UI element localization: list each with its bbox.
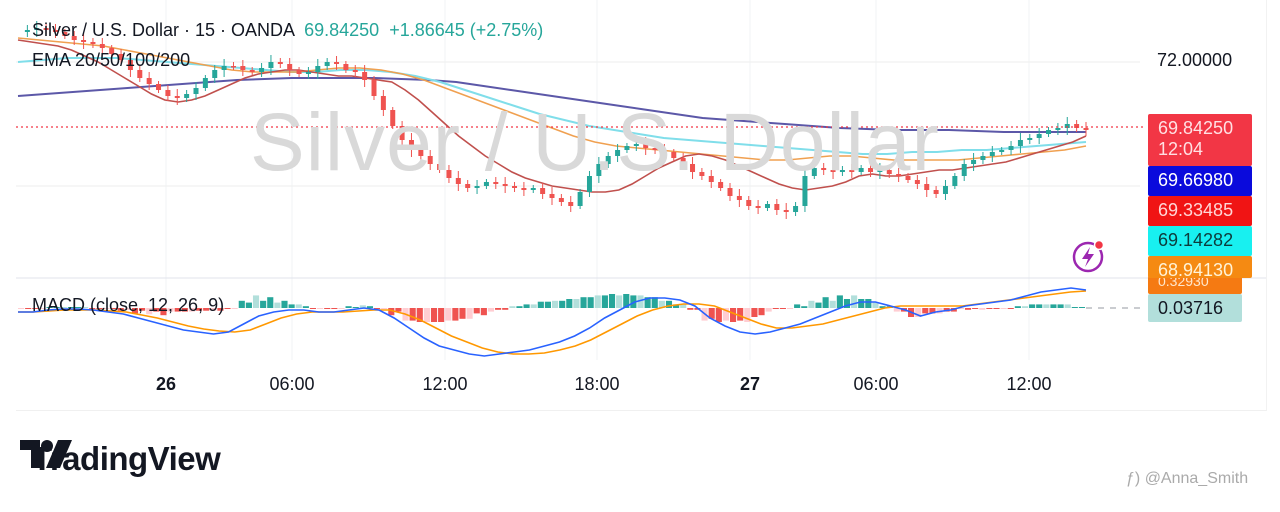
time-tick-label: 06:00 (269, 374, 315, 394)
ema-legend[interactable]: EMA 20/50/100/200 (32, 50, 191, 70)
symbol-legend[interactable]: Silver / U.S. Dollar · 15 · OANDA 69.842… (32, 20, 543, 41)
price-tag-last-price: 69.84250 12:04 (1148, 114, 1252, 166)
price-tag-ema-100: 69.14282 (1148, 226, 1252, 256)
author-credit: ƒ) @Anna_Smith (1126, 470, 1248, 488)
time-tick-label: 06:00 (853, 374, 899, 394)
bar-countdown: 12:04 (1158, 139, 1204, 159)
price-tag-value: 69.84250 (1158, 118, 1234, 138)
lightning-alert-icon[interactable] (1070, 238, 1106, 274)
chart-canvas[interactable] (16, 0, 1266, 410)
price-tag-value: 69.14282 (1158, 230, 1234, 250)
time-tick-label: 18:00 (574, 374, 620, 394)
author-handle: @Anna_Smith (1144, 470, 1249, 487)
price-tag-value: 69.33485 (1158, 200, 1234, 220)
price-tag-macd-signal: 0.32930 (1148, 276, 1242, 294)
symbol-watermark: Silver / U.S. Dollar (250, 97, 940, 188)
price-tag-ema-200: 69.66980 (1148, 166, 1252, 196)
time-tick-label: 12:00 (422, 374, 468, 394)
chart-frame[interactable] (16, 0, 1267, 411)
tradingview-logo: TradingView (20, 440, 221, 478)
price-tag-value: 68.94130 (1158, 260, 1234, 280)
tradingview-mark-icon (20, 440, 72, 468)
weibo-icon: ƒ) (1126, 470, 1141, 487)
price-change: +1.86645 (+2.75%) (389, 20, 544, 40)
symbol-title: Silver / U.S. Dollar · 15 · OANDA (32, 20, 295, 40)
price-axis-label-72: 72.00000 (1157, 50, 1233, 70)
last-price: 69.84250 (304, 20, 380, 40)
macd-legend[interactable]: MACD (close, 12, 26, 9) (32, 295, 225, 315)
price-tag-value: 69.66980 (1158, 170, 1234, 190)
price-tag-value: 0.03716 (1158, 298, 1224, 318)
time-tick-label: 12:00 (1006, 374, 1052, 394)
price-tag-macd-hist: 0.03716 (1148, 294, 1242, 322)
time-tick-label: 27 (739, 374, 761, 394)
price-tag-value: 0.32930 (1158, 276, 1209, 289)
time-tick-label: 26 (155, 374, 177, 394)
price-tag-ema-50: 68.94130 (1148, 256, 1252, 280)
price-tag-ema-20: 69.33485 (1148, 196, 1252, 226)
